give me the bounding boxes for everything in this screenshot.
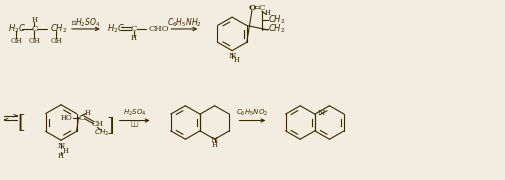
Text: H: H (63, 147, 69, 155)
Text: C: C (78, 114, 84, 122)
Text: H: H (265, 9, 270, 17)
Text: $C_6H_5NO_2$: $C_6H_5NO_2$ (236, 107, 268, 118)
Text: H: H (234, 57, 239, 64)
Text: $C_6H_5NH_2$: $C_6H_5NH_2$ (167, 17, 201, 29)
Text: H: H (58, 152, 64, 160)
Text: OH: OH (50, 37, 62, 45)
Text: =: = (253, 4, 260, 12)
Text: H: H (130, 34, 136, 42)
Text: N: N (317, 109, 324, 117)
Text: [: [ (18, 114, 25, 132)
Text: C: C (258, 4, 265, 12)
Text: $CH_2$: $CH_2$ (50, 23, 67, 35)
Text: $H_2C$: $H_2C$ (9, 23, 26, 35)
Text: N: N (228, 51, 235, 60)
Text: $CH_2$: $CH_2$ (267, 14, 285, 26)
Text: $CH_2$: $CH_2$ (267, 23, 285, 35)
Text: OH: OH (11, 37, 22, 45)
Text: 浓$H_2SO_4$: 浓$H_2SO_4$ (71, 17, 100, 29)
Text: H: H (84, 109, 90, 117)
Text: OH: OH (28, 37, 40, 45)
Text: N: N (57, 142, 65, 150)
Text: H: H (211, 141, 217, 149)
Text: H: H (31, 16, 37, 24)
Text: ]: ] (107, 116, 114, 134)
Text: C: C (31, 25, 37, 33)
Text: O: O (248, 4, 255, 12)
Text: CHO: CHO (148, 25, 169, 33)
Text: N: N (211, 136, 218, 144)
Text: $H_2SO_4$: $H_2SO_4$ (123, 107, 146, 118)
Text: CH: CH (91, 120, 103, 129)
Text: C: C (130, 25, 136, 33)
Text: 加热: 加热 (130, 118, 139, 127)
Text: HO: HO (61, 114, 72, 122)
Text: $CH_2$: $CH_2$ (93, 128, 109, 138)
Text: $H_2C$: $H_2C$ (107, 23, 125, 35)
